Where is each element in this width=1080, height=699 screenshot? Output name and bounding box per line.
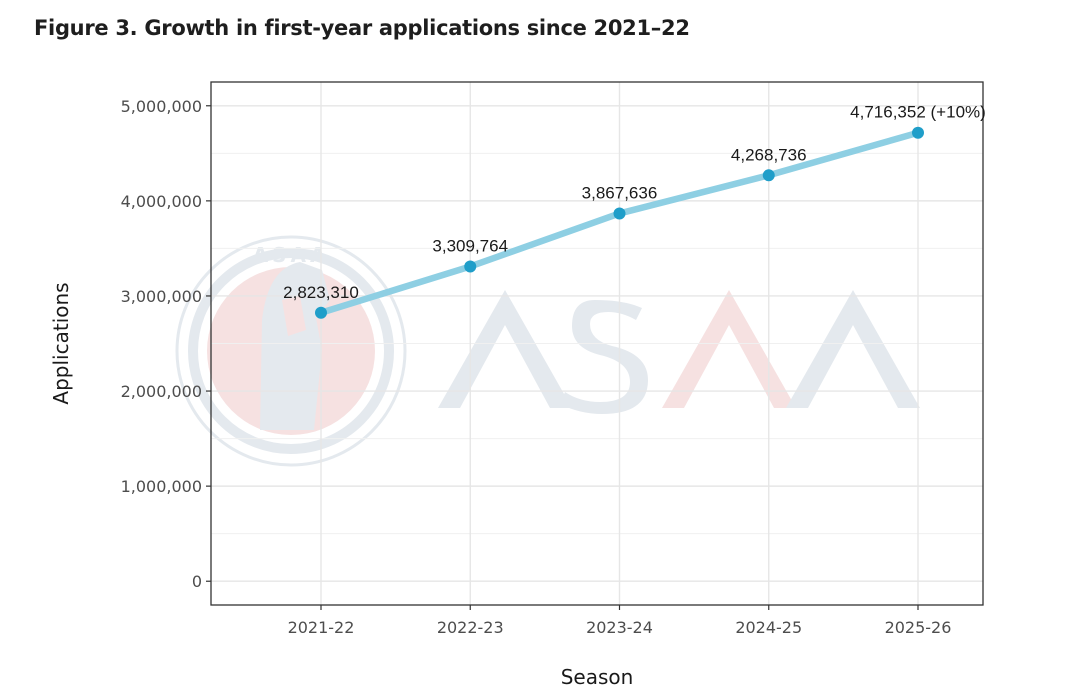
y-tick-label: 5,000,000 (121, 97, 202, 116)
seal-text: ASAA (253, 243, 330, 267)
axes: 0 1,000,000 2,000,000 3,000,000 4,000,000 5,0… (49, 81, 984, 689)
asaa-wordmark (438, 290, 920, 414)
x-tick-label: 2024-25 (735, 618, 802, 637)
x-tick-label: 2025-26 (885, 618, 952, 637)
y-tick-label: 4,000,000 (121, 192, 202, 211)
data-label: 4,716,352 (+10%) (850, 103, 986, 122)
figure-title: Figure 3. Growth in first-year applicati… (34, 16, 690, 40)
asaa-watermark: ASAA (175, 235, 920, 467)
x-axis-title: Season (561, 665, 634, 689)
y-tick-label: 1,000,000 (121, 477, 202, 496)
y-tick-label: 3,000,000 (121, 287, 202, 306)
data-label: 2,823,310 (283, 283, 359, 302)
x-tick-label: 2023-24 (586, 618, 653, 637)
data-point (613, 207, 626, 220)
plot-panel-border (210, 81, 984, 606)
x-tick-label: 2022-23 (437, 618, 504, 637)
data-label: 3,867,636 (582, 183, 658, 202)
data-point (762, 169, 775, 182)
data-label: 3,309,764 (432, 236, 508, 255)
data-label: 4,268,736 (731, 145, 807, 164)
series-applications (315, 126, 924, 319)
data-point (315, 306, 327, 319)
y-axis-title: Applications (49, 282, 73, 404)
y-tick-label: 2,000,000 (121, 382, 202, 401)
x-tick-label: 2021-22 (288, 618, 355, 637)
grid-lines (211, 82, 983, 605)
data-point (912, 126, 924, 139)
y-tick-label: 0 (192, 572, 202, 591)
data-labels: 2,823,310 3,309,764 3,867,636 4,268,736 4,71… (283, 103, 986, 302)
data-point (464, 260, 477, 273)
